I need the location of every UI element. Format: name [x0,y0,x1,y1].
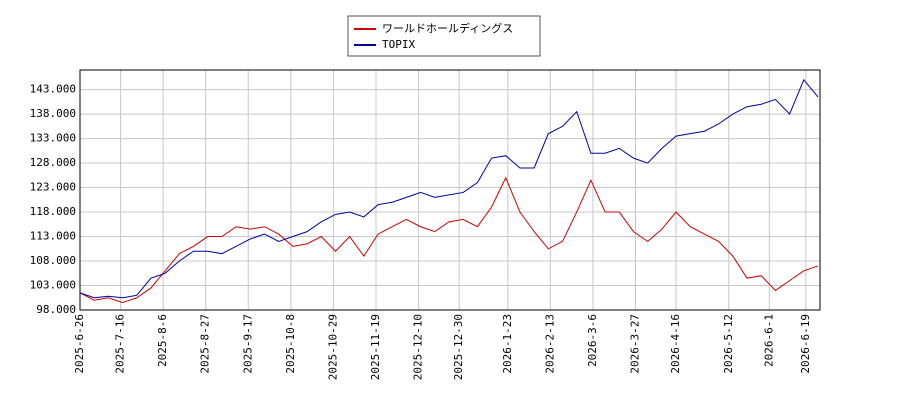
legend [347,15,541,57]
x-tick-label: 2025-11-19 [369,314,382,380]
y-tick-label: 143.000 [30,83,76,96]
x-tick-label: 2026-1-23 [501,314,514,374]
y-tick-label: 113.000 [30,230,76,243]
x-tick-label: 2025-7-16 [114,314,127,374]
legend-label: ワールドホールディングス [382,21,513,35]
y-tick-label: 108.000 [30,254,76,267]
x-tick-label: 2026-6-1 [762,314,775,367]
x-tick-label: 2025-10-8 [284,314,297,374]
y-tick-label: 133.000 [30,132,76,145]
x-tick-label: 2025-12-10 [412,314,425,380]
legend-label: TOPIX [382,38,415,51]
plot-area [79,69,821,311]
x-tick-label: 2025-6-26 [73,314,86,374]
series-line [79,78,819,299]
y-tick-label: 128.000 [30,156,76,169]
y-tick-label: 98.000 [36,303,76,316]
y-tick-label: 103.000 [30,279,76,292]
x-tick-label: 2025-9-17 [241,314,254,374]
x-tick-label: 2025-10-29 [326,314,339,380]
plot-frame [79,69,821,311]
x-tick-label: 2025-8-27 [199,314,212,374]
y-tick-label: 118.000 [30,205,76,218]
y-tick-label: 138.000 [30,107,76,120]
x-tick-label: 2026-5-12 [722,314,735,374]
x-tick-label: 2025-8-6 [156,314,169,367]
x-tick-label: 2025-12-30 [452,314,465,380]
x-tick-label: 2026-4-16 [669,314,682,374]
x-tick-label: 2026-3-27 [629,314,642,374]
y-tick-label: 123.000 [30,181,76,194]
x-tick-label: 2026-6-19 [799,314,812,374]
x-tick-label: 2026-2-13 [543,314,556,374]
x-tick-label: 2026-3-6 [586,314,599,367]
series-line [79,176,819,304]
